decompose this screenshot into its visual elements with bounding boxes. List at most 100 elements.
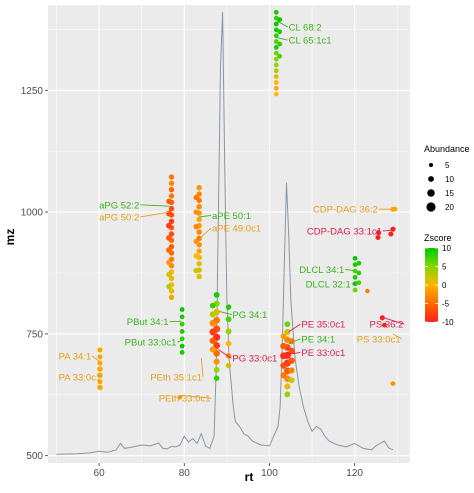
- data-point: [166, 283, 172, 290]
- data-point: [97, 360, 103, 366]
- data-point: [196, 184, 202, 191]
- annotation-leader: [177, 339, 182, 343]
- chromatogram: [56, 12, 394, 455]
- data-point: [193, 194, 199, 201]
- annotation-label: DLCL 34:1: [299, 265, 344, 276]
- annotation-label: PEth 35:1c1: [150, 372, 202, 383]
- zscore-tick-label: -5: [442, 300, 450, 309]
- data-point: [352, 281, 358, 287]
- data-point: [273, 74, 279, 80]
- data-point: [168, 180, 175, 187]
- data-point: [225, 316, 232, 323]
- data-point: [179, 343, 185, 349]
- annotation-leader: [140, 204, 170, 207]
- data-point: [209, 302, 216, 309]
- data-point: [352, 268, 358, 274]
- data-point: [196, 273, 202, 280]
- data-point: [166, 222, 172, 229]
- x-axis: 60 80 100 120: [94, 463, 363, 479]
- data-point: [390, 226, 396, 232]
- data-point: [166, 247, 172, 253]
- data-point: [273, 39, 279, 44]
- data-point: [97, 372, 103, 379]
- data-point: [388, 231, 394, 237]
- data-point: [209, 337, 217, 344]
- data-point: [225, 304, 232, 310]
- data-point: [273, 50, 279, 56]
- data-point: [166, 271, 172, 278]
- data-point: [193, 253, 199, 259]
- data-point: [375, 229, 382, 236]
- annotation-label: PS 36:2: [370, 320, 404, 331]
- data-point: [288, 377, 295, 384]
- data-point: [193, 267, 199, 274]
- annotation-leader: [276, 20, 288, 28]
- data-point: [168, 193, 175, 199]
- annotation-leader: [392, 333, 402, 340]
- data-point: [193, 223, 199, 230]
- data-point: [196, 229, 202, 235]
- annotation-label: CL 65:1c1: [289, 36, 332, 47]
- annotation-label: PS 33:0c1: [357, 334, 401, 345]
- data-point: [196, 260, 202, 267]
- legend-abundance: Abundance 5 10 15 20: [424, 144, 470, 212]
- plot-panel: [48, 5, 410, 463]
- data-point: [352, 262, 358, 268]
- data-point: [97, 384, 103, 391]
- legend-abundance-symbol: [427, 189, 435, 197]
- data-point: [356, 280, 362, 286]
- legend-abundance-symbol: [428, 176, 434, 182]
- data-point: [168, 186, 175, 193]
- y-tick-label: 1000: [21, 208, 44, 219]
- y-axis: 500 750 1000 1250: [21, 86, 48, 462]
- legend-abundance-label: 15: [445, 189, 454, 198]
- annotation-label: PA 33:0c1: [59, 372, 102, 383]
- x-tick-label: 100: [261, 468, 278, 479]
- data-point: [280, 372, 287, 379]
- annotation-leader: [199, 215, 212, 218]
- data-point: [209, 328, 217, 336]
- annotation-label: PE 33:0c1: [301, 348, 345, 359]
- data-point: [196, 248, 202, 254]
- data-point: [179, 329, 185, 334]
- legend-abundance-title: Abundance: [424, 144, 470, 154]
- data-point: [209, 346, 216, 353]
- data-point: [277, 17, 283, 23]
- data-point: [225, 362, 232, 369]
- y-tick-label: 750: [26, 329, 43, 340]
- annotation-leader: [219, 311, 232, 315]
- data-point: [179, 307, 185, 312]
- data-point: [288, 357, 295, 364]
- annotation-label: aPG 52:2: [99, 200, 139, 211]
- data-point: [209, 311, 216, 318]
- data-point: [179, 314, 185, 320]
- annotation-leader: [218, 349, 232, 359]
- annotation-label: aPG 50:2: [99, 212, 139, 223]
- data-point: [382, 322, 387, 328]
- data-point: [284, 391, 291, 398]
- data-point: [284, 383, 291, 390]
- legend-zscore: Zscore 10 5 0 -5 -10: [424, 233, 454, 327]
- data-point: [273, 56, 279, 62]
- zscore-colorbar: [425, 248, 438, 322]
- data-point: [274, 91, 279, 97]
- data-point: [166, 210, 172, 217]
- data-point: [168, 294, 175, 301]
- data-point: [166, 259, 172, 265]
- annotation-leader: [288, 323, 301, 333]
- data-point: [168, 288, 175, 294]
- data-point: [273, 85, 279, 91]
- gridlines: [48, 5, 410, 463]
- data-point: [352, 287, 358, 293]
- data-point: [288, 347, 295, 355]
- annotation-leader: [179, 394, 212, 399]
- annotation-label: PA 34:1: [59, 351, 92, 362]
- annotation-label: PEth 33:0c1: [159, 394, 211, 405]
- data-point: [273, 9, 279, 15]
- data-point: [225, 340, 232, 347]
- annotation-leader: [382, 229, 393, 232]
- data-point: [352, 274, 358, 280]
- data-point: [277, 29, 283, 35]
- data-point: [273, 44, 279, 50]
